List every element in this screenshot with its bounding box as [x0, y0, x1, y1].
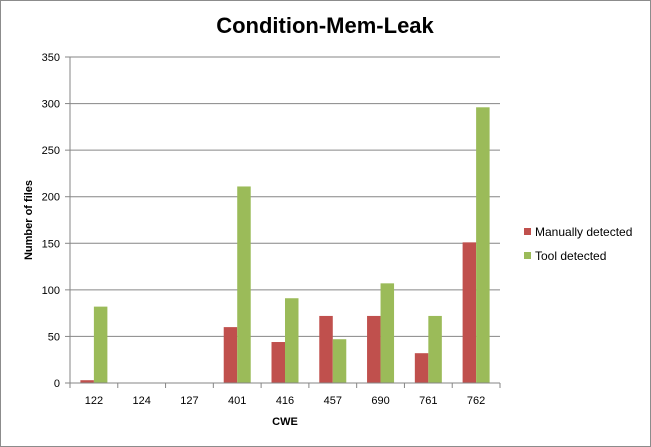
x-tick-label: 690 [371, 395, 389, 407]
x-tick-label: 127 [180, 395, 198, 407]
y-tick-label: 100 [42, 285, 60, 297]
bar-tool-detected [285, 298, 299, 383]
bar-manually-detected [462, 242, 477, 383]
x-tick-label: 416 [276, 395, 294, 407]
y-tick-label: 350 [42, 52, 60, 64]
bars [80, 107, 490, 383]
bar-tool-detected [380, 283, 395, 383]
y-tick-label: 0 [54, 378, 60, 390]
legend-swatch [524, 252, 531, 259]
legend-swatch [524, 228, 531, 235]
x-axis-label: CWE [272, 416, 298, 428]
y-tick-label: 300 [42, 99, 60, 111]
bar-manually-detected [414, 353, 429, 383]
bar-manually-detected [80, 380, 94, 383]
legend-label: Manually detected [535, 225, 632, 239]
bar-tool-detected [476, 107, 490, 383]
y-axis-label: Number of files [23, 180, 35, 260]
x-tick-label: 124 [132, 395, 150, 407]
bar-manually-detected [223, 327, 238, 383]
bar-manually-detected [367, 315, 381, 383]
y-tick-label: 150 [42, 238, 60, 250]
bar-tool-detected [237, 186, 251, 383]
bar-manually-detected [271, 342, 285, 383]
x-tick-label: 457 [324, 395, 342, 407]
x-tick-label: 761 [419, 395, 437, 407]
x-tick-label: 401 [228, 395, 246, 407]
bar-tool-detected [332, 339, 347, 383]
legend: Manually detected Tool detected [524, 225, 632, 263]
x-tick-label: 122 [85, 395, 103, 407]
bar-tool-detected [428, 315, 442, 383]
y-tick-label: 200 [42, 192, 60, 204]
bar-manually-detected [319, 315, 333, 383]
y-tick-label: 250 [42, 145, 60, 157]
x-tick-label: 762 [467, 395, 485, 407]
y-tick-labels: 0 50 100 150 200 250 300 350 [42, 52, 60, 390]
x-tick-labels: 122 124 127 401 416 457 690 761 762 [69, 383, 501, 407]
legend-label: Tool detected [535, 249, 606, 263]
bar-tool-detected [93, 306, 108, 383]
chart-title: Condition-Mem-Leak [216, 13, 434, 38]
y-tick-label: 50 [48, 331, 60, 343]
